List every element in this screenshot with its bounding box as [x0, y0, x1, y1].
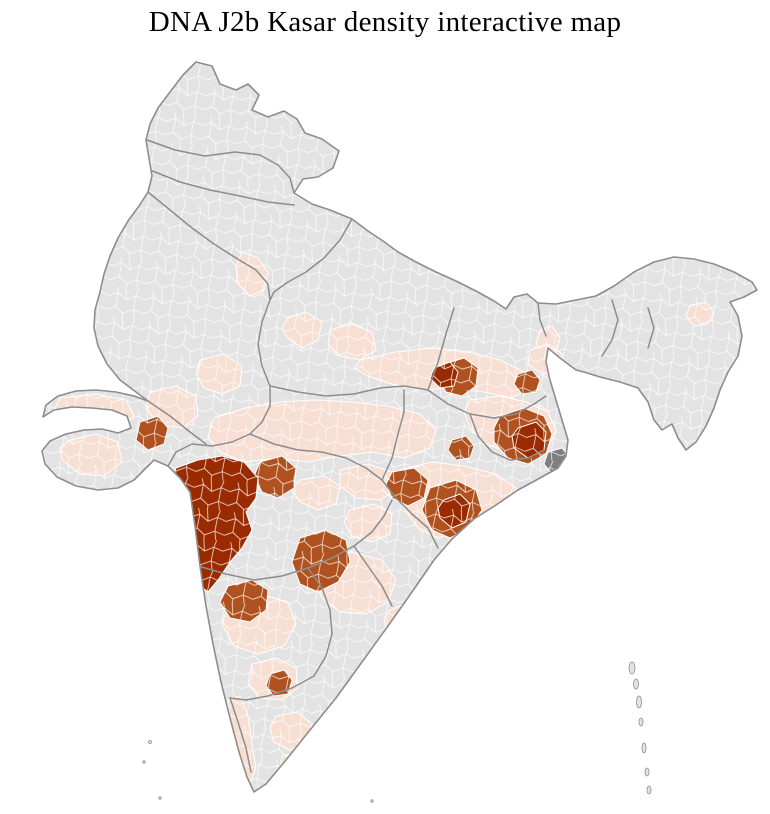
- state-borders: [146, 139, 655, 773]
- district-borders-mesh: [42, 62, 757, 792]
- andaman-nicobar-islands[interactable]: [628, 661, 652, 795]
- district-cluster-medium[interactable]: [159, 545, 191, 615]
- lakshadweep-islands[interactable]: [142, 740, 374, 803]
